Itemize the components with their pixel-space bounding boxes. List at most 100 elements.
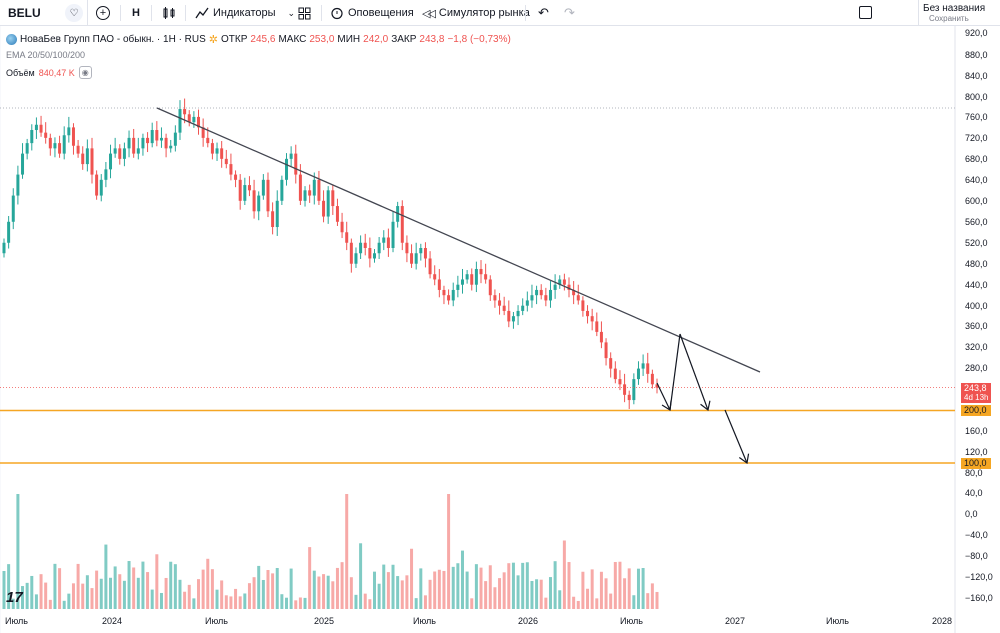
candle-body xyxy=(627,394,631,401)
legend-change: −1,8 (−0,73%) xyxy=(447,34,511,45)
company-logo-icon xyxy=(6,34,17,45)
candle-body xyxy=(451,289,455,301)
tradingview-logo[interactable]: 17 xyxy=(6,589,23,606)
ema-indicator-label[interactable]: EMA 20/50/100/200 xyxy=(6,50,86,60)
candle-body xyxy=(150,130,154,144)
volume-bar xyxy=(604,578,608,609)
price-axis[interactable]: 920,0 880,0 840,0 800,0 760,0 720,0 680,0 640,0… xyxy=(965,28,993,603)
volume-bar xyxy=(303,597,307,609)
forecast-path-segment xyxy=(656,382,671,411)
chart-type-button[interactable] xyxy=(162,0,176,26)
eye-icon[interactable]: ◉ xyxy=(78,66,92,79)
legend-low-label: МИН xyxy=(337,34,361,45)
volume-bar xyxy=(326,575,330,609)
candle-body xyxy=(488,279,492,296)
candle-body xyxy=(437,279,441,290)
heart-icon[interactable]: ♡ xyxy=(65,4,83,22)
candle-body xyxy=(586,310,590,317)
candle-body xyxy=(567,284,571,290)
volume-bar xyxy=(516,575,520,609)
candle-body xyxy=(535,289,539,296)
volume-bar xyxy=(465,571,469,609)
volume-bar xyxy=(132,567,136,609)
redo-button[interactable]: ↷ xyxy=(564,0,575,26)
volume-bar xyxy=(419,568,423,609)
volume-bar xyxy=(192,598,196,609)
replay-button[interactable]: ◁◁ Симулятор рынка xyxy=(422,0,530,26)
chart-grid xyxy=(0,26,956,633)
candle-body xyxy=(349,242,353,264)
templates-button[interactable] xyxy=(298,0,311,26)
candle-body xyxy=(530,295,534,301)
toolbar-divider xyxy=(120,5,121,21)
volume-bar xyxy=(322,574,326,609)
undo-icon: ↶ xyxy=(538,5,549,20)
volume-bar xyxy=(62,600,66,609)
candle-body xyxy=(146,137,150,144)
price-axis-label: 160,0 xyxy=(965,426,988,436)
volume-bar xyxy=(173,564,177,609)
alarm-clock-icon xyxy=(331,7,343,20)
volume-bar xyxy=(2,571,6,609)
candle-body xyxy=(187,114,191,123)
candle-body xyxy=(95,174,99,196)
arrow-head xyxy=(700,400,711,412)
checkbox-icon[interactable] xyxy=(859,6,872,19)
candle-body xyxy=(423,248,427,259)
candle-body xyxy=(335,206,339,222)
time-axis-label: Июль xyxy=(620,616,643,626)
volume-bar xyxy=(368,599,372,609)
candle-body xyxy=(159,137,163,141)
candle-body xyxy=(636,368,640,380)
compare-button[interactable]: + xyxy=(96,0,110,26)
volume-bar xyxy=(335,567,339,609)
undo-button[interactable]: ↶ xyxy=(538,0,549,26)
last-price-tag: 243,8 xyxy=(961,383,991,393)
drawings[interactable] xyxy=(0,107,955,465)
legend-high: 253,0 xyxy=(309,34,335,45)
time-axis[interactable]: Июль 2024 Июль 2025 Июль 2026 Июль 2027 Июль 2028 xyxy=(5,616,952,626)
symbol-name: BELU xyxy=(8,6,41,20)
volume-bar xyxy=(572,596,576,609)
volume-bar xyxy=(586,588,590,609)
legend-close-label: ЗАКР xyxy=(391,34,417,45)
candle-body xyxy=(229,164,233,175)
volume-bar xyxy=(627,568,631,609)
price-axis-label: −120,0 xyxy=(965,572,993,582)
legend-open-label: ОТКР xyxy=(221,34,248,45)
candle-body xyxy=(275,200,279,228)
legend-close: 243,8 xyxy=(419,34,445,45)
volume-bar xyxy=(285,597,289,609)
price-chart[interactable]: 920,0 880,0 840,0 800,0 760,0 720,0 680,0 640,0… xyxy=(0,26,1000,633)
volume-legend[interactable]: Объём 840,47 K ◉ xyxy=(6,66,92,79)
volume-bar xyxy=(127,561,131,609)
candle-body xyxy=(201,127,205,138)
indicators-button[interactable]: Индикаторы ⌄ xyxy=(195,0,295,26)
symbol-search[interactable]: BELU ♡ xyxy=(0,0,88,26)
candle-body xyxy=(447,295,451,301)
candle-body xyxy=(215,148,219,154)
candle-body xyxy=(433,274,437,280)
volume-bar xyxy=(377,583,381,609)
price-axis-label: 40,0 xyxy=(965,488,983,498)
price-axis-label: 880,0 xyxy=(965,50,988,60)
candle-body xyxy=(58,143,62,154)
candle-body xyxy=(132,137,136,154)
volume-bar xyxy=(623,578,627,609)
layout-menu[interactable]: Без названия Сохранить xyxy=(859,0,1000,26)
candle-body xyxy=(294,153,298,175)
chevron-down-icon[interactable]: ⌄ xyxy=(287,7,296,18)
volume-bar xyxy=(655,591,659,609)
alerts-button[interactable]: Оповещения xyxy=(330,0,414,26)
price-axis-label: 560,0 xyxy=(965,217,988,227)
candle-body xyxy=(572,289,576,296)
level-tag-100: 100,0 xyxy=(961,458,991,469)
volume-bar xyxy=(646,593,650,609)
candlesticks xyxy=(2,98,659,409)
candle-body xyxy=(34,124,38,131)
volume-bar xyxy=(636,568,640,609)
volume-bar xyxy=(109,577,113,609)
interval-button[interactable]: H xyxy=(132,7,140,19)
volume-bar xyxy=(48,599,52,609)
volume-bar xyxy=(405,575,409,609)
